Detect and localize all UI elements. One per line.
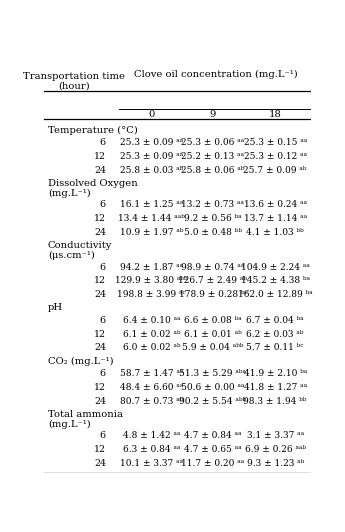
Text: 50.6 ± 0.00 ᵃᵃ: 50.6 ± 0.00 ᵃᵃ xyxy=(181,383,245,392)
Text: 25.3 ± 0.09 ᵃᵃ: 25.3 ± 0.09 ᵃᵃ xyxy=(120,138,183,147)
Text: 18: 18 xyxy=(269,110,282,119)
Text: 6: 6 xyxy=(100,369,106,378)
Text: Temperature (°C): Temperature (°C) xyxy=(48,126,138,135)
Text: 5.9 ± 0.04 ᵃᵇᵇ: 5.9 ± 0.04 ᵃᵇᵇ xyxy=(182,344,244,353)
Text: 25.3 ± 0.15 ᵃᵃ: 25.3 ± 0.15 ᵃᵃ xyxy=(244,138,307,147)
Text: 129.9 ± 3.80 ᵃᵇᵇ: 129.9 ± 3.80 ᵃᵇᵇ xyxy=(115,277,188,286)
Text: 41.9 ± 2.10 ᵇᵃ: 41.9 ± 2.10 ᵇᵃ xyxy=(244,369,307,378)
Text: 11.7 ± 0.20 ᵃᵃ: 11.7 ± 0.20 ᵃᵃ xyxy=(181,459,245,468)
Text: (hour): (hour) xyxy=(58,81,90,90)
Text: 6.1 ± 0.01 ᵃᵇ: 6.1 ± 0.01 ᵃᵇ xyxy=(184,330,242,338)
Text: 4.7 ± 0.84 ᵃᵃ: 4.7 ± 0.84 ᵃᵃ xyxy=(184,431,242,440)
Text: 12: 12 xyxy=(94,214,106,223)
Text: 24: 24 xyxy=(94,459,106,468)
Text: 10.1 ± 3.37 ᵃᵃ: 10.1 ± 3.37 ᵃᵃ xyxy=(120,459,183,468)
Text: (mg.L⁻¹): (mg.L⁻¹) xyxy=(48,420,91,429)
Text: 25.3 ± 0.09 ᵃᵃ: 25.3 ± 0.09 ᵃᵃ xyxy=(120,152,183,161)
Text: 6: 6 xyxy=(100,263,106,272)
Text: 6.9 ± 0.26 ᵃᵃᵇ: 6.9 ± 0.26 ᵃᵃᵇ xyxy=(245,445,306,454)
Text: 4.7 ± 0.65 ᵃᵃ: 4.7 ± 0.65 ᵃᵃ xyxy=(184,445,242,454)
Text: 24: 24 xyxy=(94,344,106,353)
Text: 24: 24 xyxy=(94,396,106,405)
Text: 12: 12 xyxy=(94,277,106,286)
Text: pH: pH xyxy=(48,303,63,312)
Text: 10.9 ± 1.97 ᵃᵇ: 10.9 ± 1.97 ᵃᵇ xyxy=(120,228,183,237)
Text: 6.7 ± 0.04 ᵇᵃ: 6.7 ± 0.04 ᵇᵃ xyxy=(246,316,304,325)
Text: 145.2 ± 4.38 ᵇᵃ: 145.2 ± 4.38 ᵇᵃ xyxy=(241,277,310,286)
Text: 94.2 ± 1.87 ᵃᵃ: 94.2 ± 1.87 ᵃᵃ xyxy=(120,263,183,272)
Text: Dissolved Oxygen: Dissolved Oxygen xyxy=(48,179,138,188)
Text: 13.2 ± 0.73 ᵃᵃ: 13.2 ± 0.73 ᵃᵃ xyxy=(181,200,244,209)
Text: 6: 6 xyxy=(100,316,106,325)
Text: 80.7 ± 0.73 ᵃᵇ: 80.7 ± 0.73 ᵃᵇ xyxy=(120,396,183,405)
Text: 5.7 ± 0.11 ᵇᶜ: 5.7 ± 0.11 ᵇᶜ xyxy=(246,344,304,353)
Text: 48.4 ± 6.60 ᵃᵃ: 48.4 ± 6.60 ᵃᵃ xyxy=(120,383,183,392)
Text: 51.3 ± 5.29 ᵃᵇᵃ: 51.3 ± 5.29 ᵃᵇᵃ xyxy=(179,369,246,378)
Text: 25.8 ± 0.03 ᵃᵇ: 25.8 ± 0.03 ᵃᵇ xyxy=(120,165,183,174)
Text: 13.4 ± 1.44 ᵃᵃᵇ: 13.4 ± 1.44 ᵃᵃᵇ xyxy=(118,214,185,223)
Text: 198.8 ± 3.99 ᵃᶜ: 198.8 ± 3.99 ᵃᶜ xyxy=(117,290,186,300)
Text: Clove oil concentration (mg.L⁻¹): Clove oil concentration (mg.L⁻¹) xyxy=(134,70,297,79)
Text: 24: 24 xyxy=(94,165,106,174)
Text: 6.3 ± 0.84 ᵃᵃ: 6.3 ± 0.84 ᵃᵃ xyxy=(123,445,180,454)
Text: 9.3 ± 1.23 ᵃᵇ: 9.3 ± 1.23 ᵃᵇ xyxy=(247,459,304,468)
Text: 13.7 ± 1.14 ᵃᵃ: 13.7 ± 1.14 ᵃᵃ xyxy=(244,214,307,223)
Text: 41.8 ± 1.27 ᵃᵃ: 41.8 ± 1.27 ᵃᵃ xyxy=(244,383,307,392)
Text: 6.6 ± 0.08 ᵇᵃ: 6.6 ± 0.08 ᵇᵃ xyxy=(184,316,242,325)
Text: 24: 24 xyxy=(94,228,106,237)
Text: 12: 12 xyxy=(94,330,106,338)
Text: 9: 9 xyxy=(210,110,216,119)
Text: CO₂ (mg.L⁻¹): CO₂ (mg.L⁻¹) xyxy=(48,356,114,365)
Text: 98.9 ± 0.74 ᵃᵃ: 98.9 ± 0.74 ᵃᵃ xyxy=(181,263,245,272)
Text: 162.0 ± 12.89 ᵇᵃ: 162.0 ± 12.89 ᵇᵃ xyxy=(238,290,313,300)
Text: (μs.cm⁻¹): (μs.cm⁻¹) xyxy=(48,251,95,260)
Text: 98.3 ± 1.94 ᵇᵇ: 98.3 ± 1.94 ᵇᵇ xyxy=(244,396,307,405)
Text: 13.6 ± 0.24 ᵃᵃ: 13.6 ± 0.24 ᵃᵃ xyxy=(244,200,307,209)
Text: 4.8 ± 1.42 ᵃᵃ: 4.8 ± 1.42 ᵃᵃ xyxy=(123,431,180,440)
Text: 25.8 ± 0.06 ᵃᵇ: 25.8 ± 0.06 ᵃᵇ xyxy=(181,165,245,174)
Text: 6: 6 xyxy=(100,431,106,440)
Text: 9.2 ± 0.56 ᵇᵃ: 9.2 ± 0.56 ᵇᵃ xyxy=(184,214,242,223)
Text: 90.2 ± 5.54 ᵃᵇᵇ: 90.2 ± 5.54 ᵃᵇᵇ xyxy=(179,396,247,405)
Text: 104.9 ± 2.24 ᵃᵃ: 104.9 ± 2.24 ᵃᵃ xyxy=(241,263,310,272)
Text: 6.1 ± 0.02 ᵃᵇ: 6.1 ± 0.02 ᵃᵇ xyxy=(122,330,180,338)
Text: 12: 12 xyxy=(94,445,106,454)
Text: 6.2 ± 0.03 ᵃᵇ: 6.2 ± 0.03 ᵃᵇ xyxy=(246,330,304,338)
Text: 4.1 ± 1.03 ᵇᵇ: 4.1 ± 1.03 ᵇᵇ xyxy=(246,228,304,237)
Text: 24: 24 xyxy=(94,290,106,300)
Text: 178.9 ± 0.28 ᵇᶜ: 178.9 ± 0.28 ᵇᶜ xyxy=(178,290,247,300)
Text: 5.0 ± 0.48 ᵇᵇ: 5.0 ± 0.48 ᵇᵇ xyxy=(184,228,242,237)
Text: (mg.L⁻¹): (mg.L⁻¹) xyxy=(48,188,91,198)
Text: 25.7 ± 0.09 ᵃᵇ: 25.7 ± 0.09 ᵃᵇ xyxy=(244,165,307,174)
Text: 6: 6 xyxy=(100,138,106,147)
Text: 6: 6 xyxy=(100,200,106,209)
Text: 25.2 ± 0.13 ᵃᵃ: 25.2 ± 0.13 ᵃᵃ xyxy=(181,152,245,161)
Text: 12: 12 xyxy=(94,152,106,161)
Text: 12: 12 xyxy=(94,383,106,392)
Text: 25.3 ± 0.06 ᵃᵃ: 25.3 ± 0.06 ᵃᵃ xyxy=(181,138,245,147)
Text: 16.1 ± 1.25 ᵃᵃ: 16.1 ± 1.25 ᵃᵃ xyxy=(120,200,183,209)
Text: 6.4 ± 0.10 ᵃᵃ: 6.4 ± 0.10 ᵃᵃ xyxy=(122,316,180,325)
Text: 25.3 ± 0.12 ᵃᵃ: 25.3 ± 0.12 ᵃᵃ xyxy=(244,152,307,161)
Text: 126.7 ± 2.49 ᵃᵇ: 126.7 ± 2.49 ᵃᵇ xyxy=(178,277,247,286)
Text: 58.7 ± 1.47 ᵃᵃ: 58.7 ± 1.47 ᵃᵃ xyxy=(120,369,183,378)
Text: Transportation time: Transportation time xyxy=(23,71,125,80)
Text: 0: 0 xyxy=(148,110,155,119)
Text: 3.1 ± 3.37 ᵃᵃ: 3.1 ± 3.37 ᵃᵃ xyxy=(247,431,304,440)
Text: Total ammonia: Total ammonia xyxy=(48,410,123,419)
Text: 6.0 ± 0.02 ᵃᵇ: 6.0 ± 0.02 ᵃᵇ xyxy=(122,344,180,353)
Text: Conductivity: Conductivity xyxy=(48,241,112,250)
